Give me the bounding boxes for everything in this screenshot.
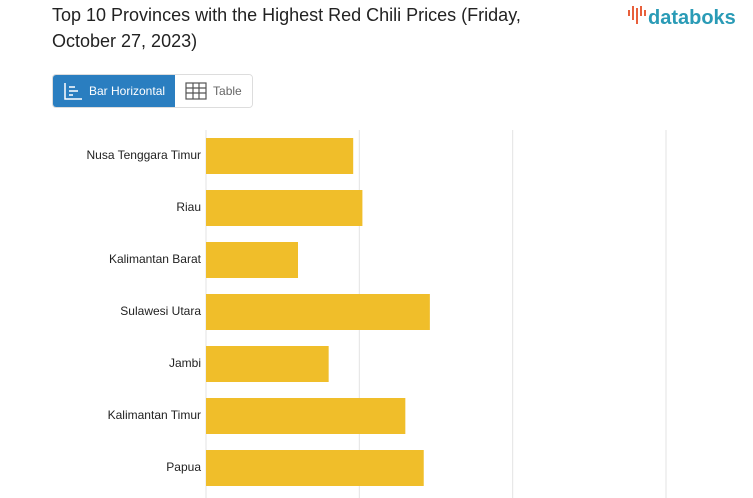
y-tick-label: Jambi (169, 356, 201, 370)
bar (206, 398, 406, 434)
tab-table[interactable]: Table (175, 75, 252, 107)
logo-text: databoks (648, 7, 736, 29)
bar (206, 190, 363, 226)
bar (206, 346, 329, 382)
y-tick-label: Kalimantan Barat (109, 252, 202, 266)
bar (206, 294, 430, 330)
logo-icon (628, 6, 646, 24)
chart-title: Top 10 Provinces with the Highest Red Ch… (52, 5, 521, 51)
tab-label: Table (213, 84, 242, 98)
tab-icon (64, 83, 82, 100)
logo: databoks (626, 4, 736, 30)
view-tabs: Bar Horizontal Table (52, 74, 253, 108)
bar (206, 138, 354, 174)
tab-label: Bar Horizontal (89, 84, 166, 98)
tab-icon (185, 82, 207, 100)
y-tick-label: Sulawesi Utara (120, 304, 201, 318)
y-tick-label: Riau (176, 200, 201, 214)
bar (206, 450, 424, 486)
bar (206, 242, 298, 278)
y-tick-label: Nusa Tenggara Timur (86, 148, 201, 162)
y-tick-label: Papua (166, 460, 201, 474)
y-tick-label: Kalimantan Timur (108, 408, 201, 422)
tab-bar[interactable]: Bar Horizontal (53, 75, 176, 107)
